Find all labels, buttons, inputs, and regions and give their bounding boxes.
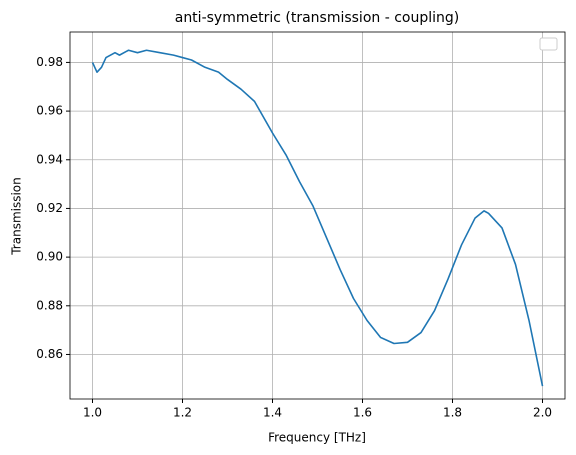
x-tick-label: 1.4 bbox=[263, 406, 282, 420]
y-axis-label: Transmission bbox=[10, 177, 24, 256]
x-tick-label: 1.8 bbox=[443, 406, 462, 420]
x-tick-label: 1.0 bbox=[83, 406, 102, 420]
x-axis-label: Frequency [THz] bbox=[268, 431, 366, 445]
y-tick-label: 0.90 bbox=[36, 250, 63, 264]
plot-frame bbox=[69, 31, 566, 400]
y-tick-label: 0.96 bbox=[36, 104, 63, 118]
y-tick-label: 0.94 bbox=[36, 152, 63, 166]
y-tick-label: 0.86 bbox=[36, 347, 63, 361]
chart-title: anti-symmetric (transmission - coupling) bbox=[175, 10, 460, 26]
x-tick-label: 1.6 bbox=[353, 406, 372, 420]
y-tick-label: 0.88 bbox=[36, 298, 63, 312]
legend bbox=[539, 37, 558, 51]
x-tick-label: 2.0 bbox=[533, 406, 552, 420]
y-tick-label: 0.92 bbox=[36, 201, 63, 215]
line bbox=[91, 49, 544, 387]
y-tick-label: 0.98 bbox=[36, 55, 63, 69]
x-tick-label: 1.2 bbox=[173, 406, 192, 420]
